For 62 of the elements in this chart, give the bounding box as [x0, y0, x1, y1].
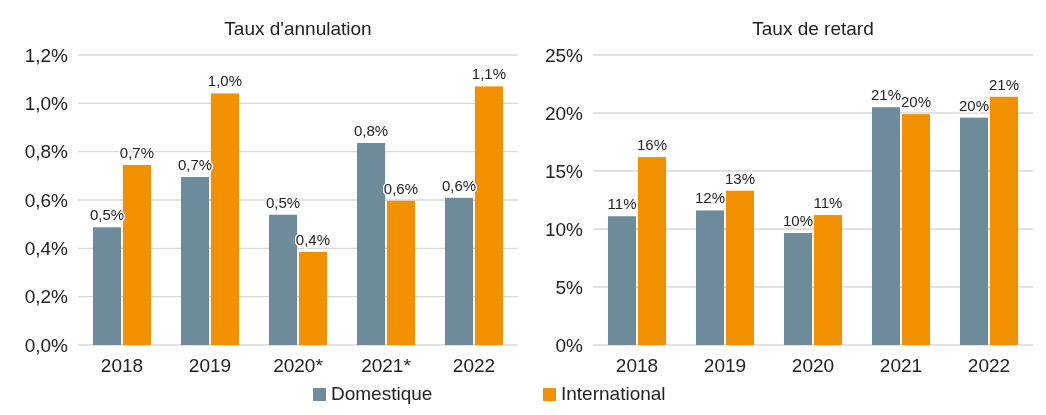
bar [268, 214, 298, 345]
bar [444, 197, 474, 345]
y-tick-label: 0,8% [24, 141, 69, 163]
data-label: 20% [900, 93, 931, 111]
y-tick-label: 15% [544, 160, 584, 182]
y-tick-label: 0,0% [24, 334, 69, 356]
chart-title: Taux d'annulation [224, 18, 372, 39]
data-label: 20% [959, 96, 990, 114]
x-tick-label: 2019 [188, 355, 232, 376]
x-tick-label: 2021 [879, 355, 923, 376]
bar [356, 142, 386, 345]
x-tick-label: 2018 [615, 355, 659, 376]
data-label: 12% [695, 189, 726, 207]
bar [989, 96, 1019, 345]
bar [92, 227, 122, 345]
bar [725, 190, 755, 345]
data-label: 0,8% [353, 121, 389, 139]
x-tick-label: 2019 [703, 355, 747, 376]
bar [386, 200, 416, 345]
data-label: 0,7% [119, 143, 155, 161]
x-tick-label: 2022 [452, 355, 496, 376]
bar [298, 251, 328, 345]
data-label: 1,0% [207, 72, 243, 90]
data-label: 11% [607, 195, 637, 213]
y-tick-label: 0,4% [24, 237, 69, 259]
data-label: 1,1% [471, 65, 507, 83]
x-tick-label: 2021* [361, 355, 412, 376]
data-label: 13% [724, 169, 755, 187]
x-tick-label: 2018 [100, 355, 144, 376]
bar [474, 86, 504, 345]
data-label: 0,5% [265, 193, 301, 211]
bar [813, 215, 843, 345]
bar [180, 177, 210, 345]
legend-label: Domestique [331, 383, 433, 404]
y-tick-label: 5% [555, 276, 584, 298]
data-label: 11% [813, 194, 843, 212]
bar [210, 93, 240, 345]
bar [783, 233, 813, 345]
bar [695, 210, 725, 345]
x-tick-label: 2022 [967, 355, 1011, 376]
bar [607, 216, 637, 345]
x-tick-label: 2020 [791, 355, 835, 376]
bar [901, 114, 931, 345]
y-tick-label: 0,2% [24, 286, 69, 308]
y-tick-label: 25% [544, 44, 584, 66]
bar [637, 157, 667, 345]
y-tick-label: 1,2% [24, 44, 69, 66]
y-tick-label: 1,0% [24, 92, 69, 114]
y-tick-label: 0% [555, 334, 584, 356]
bar [871, 107, 901, 345]
chart-title: Taux de retard [752, 18, 874, 39]
data-label: 16% [636, 136, 667, 154]
y-tick-label: 0,6% [24, 189, 69, 211]
y-tick-label: 10% [544, 218, 584, 240]
bar [959, 117, 989, 345]
bar [122, 164, 152, 345]
x-tick-label: 2020* [273, 355, 324, 376]
data-label: 10% [783, 212, 814, 230]
legend-label: International [561, 383, 666, 404]
y-tick-label: 20% [544, 102, 584, 124]
data-label: 21% [871, 86, 902, 104]
data-label: 21% [988, 75, 1019, 93]
